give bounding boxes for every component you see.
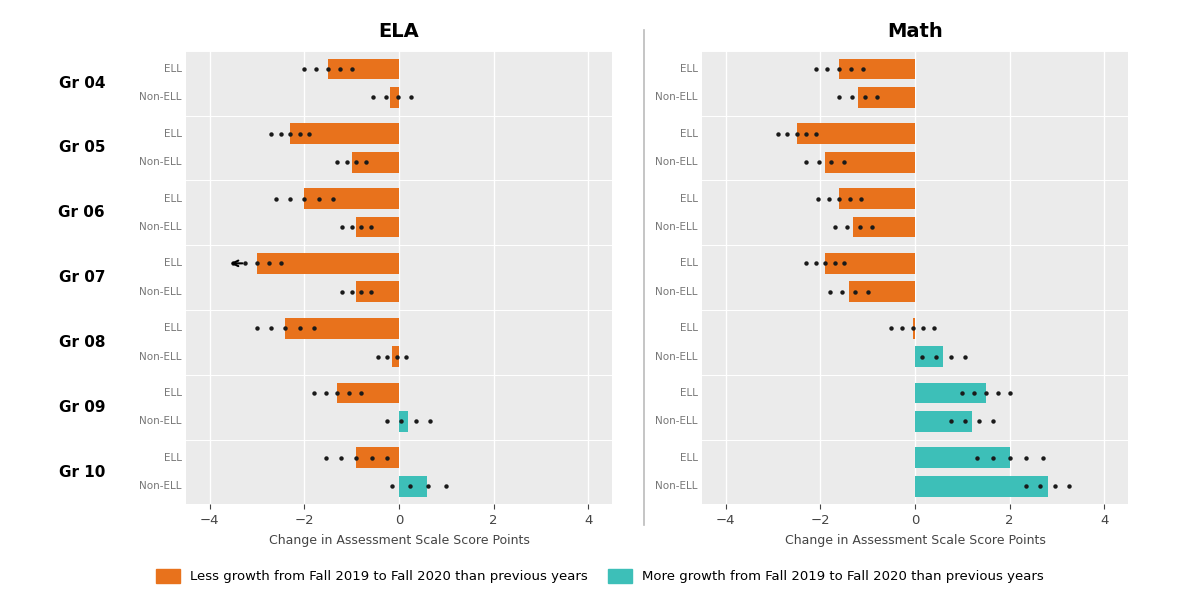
Text: Non-ELL: Non-ELL bbox=[139, 93, 181, 103]
Bar bbox=[337, 383, 398, 404]
Bar bbox=[328, 59, 398, 79]
Bar bbox=[392, 346, 398, 367]
Bar bbox=[398, 476, 427, 497]
Bar bbox=[356, 447, 398, 468]
Bar bbox=[290, 124, 398, 144]
Text: Non-ELL: Non-ELL bbox=[139, 481, 181, 491]
Bar bbox=[858, 87, 916, 108]
Bar bbox=[916, 447, 1009, 468]
X-axis label: Change in Assessment Scale Score Points: Change in Assessment Scale Score Points bbox=[269, 534, 529, 547]
Text: ELL: ELL bbox=[163, 323, 181, 333]
Text: Gr 07: Gr 07 bbox=[59, 270, 106, 285]
Text: Gr 10: Gr 10 bbox=[59, 464, 106, 479]
Text: Non-ELL: Non-ELL bbox=[139, 417, 181, 426]
Text: Non-ELL: Non-ELL bbox=[139, 287, 181, 297]
Bar bbox=[352, 152, 398, 173]
Text: ELL: ELL bbox=[163, 64, 181, 74]
Text: ELL: ELL bbox=[163, 453, 181, 463]
Title: Math: Math bbox=[887, 22, 943, 41]
Text: Non-ELL: Non-ELL bbox=[655, 352, 697, 362]
Bar bbox=[839, 59, 916, 79]
Bar bbox=[916, 346, 943, 367]
Text: Non-ELL: Non-ELL bbox=[655, 287, 697, 297]
Text: Gr 04: Gr 04 bbox=[59, 76, 106, 91]
Text: ELL: ELL bbox=[679, 259, 697, 268]
Text: Non-ELL: Non-ELL bbox=[139, 157, 181, 167]
Text: ELL: ELL bbox=[679, 129, 697, 139]
Bar bbox=[390, 87, 398, 108]
Text: Gr 05: Gr 05 bbox=[59, 140, 106, 155]
Text: Gr 08: Gr 08 bbox=[59, 335, 106, 350]
Bar bbox=[356, 282, 398, 302]
Text: Non-ELL: Non-ELL bbox=[139, 222, 181, 232]
Bar bbox=[853, 217, 916, 238]
Text: ELL: ELL bbox=[163, 193, 181, 204]
X-axis label: Change in Assessment Scale Score Points: Change in Assessment Scale Score Points bbox=[785, 534, 1045, 547]
Bar bbox=[797, 124, 916, 144]
Text: ELL: ELL bbox=[679, 453, 697, 463]
Text: ELL: ELL bbox=[679, 323, 697, 333]
Text: Non-ELL: Non-ELL bbox=[655, 417, 697, 426]
Bar bbox=[839, 188, 916, 209]
Bar bbox=[826, 253, 916, 273]
Text: Non-ELL: Non-ELL bbox=[655, 93, 697, 103]
Text: Non-ELL: Non-ELL bbox=[655, 222, 697, 232]
Bar bbox=[916, 383, 986, 404]
Bar bbox=[916, 411, 972, 432]
Bar bbox=[398, 411, 408, 432]
Text: ELL: ELL bbox=[679, 193, 697, 204]
Bar bbox=[356, 217, 398, 238]
Bar bbox=[826, 152, 916, 173]
Bar bbox=[916, 476, 1048, 497]
Bar bbox=[286, 318, 398, 338]
Text: Non-ELL: Non-ELL bbox=[655, 481, 697, 491]
Text: ELL: ELL bbox=[679, 388, 697, 398]
Text: Gr 06: Gr 06 bbox=[59, 205, 106, 220]
Text: ELL: ELL bbox=[163, 388, 181, 398]
Text: ELL: ELL bbox=[163, 259, 181, 268]
Text: ELL: ELL bbox=[679, 64, 697, 74]
Title: ELA: ELA bbox=[379, 22, 419, 41]
Bar bbox=[913, 318, 916, 338]
Bar bbox=[257, 253, 398, 273]
Bar bbox=[848, 282, 916, 302]
Legend: Less growth from Fall 2019 to Fall 2020 than previous years, More growth from Fa: Less growth from Fall 2019 to Fall 2020 … bbox=[152, 565, 1048, 587]
Text: ELL: ELL bbox=[163, 129, 181, 139]
Text: Gr 09: Gr 09 bbox=[59, 400, 106, 415]
Text: Non-ELL: Non-ELL bbox=[139, 352, 181, 362]
Text: Non-ELL: Non-ELL bbox=[655, 157, 697, 167]
Bar bbox=[305, 188, 398, 209]
